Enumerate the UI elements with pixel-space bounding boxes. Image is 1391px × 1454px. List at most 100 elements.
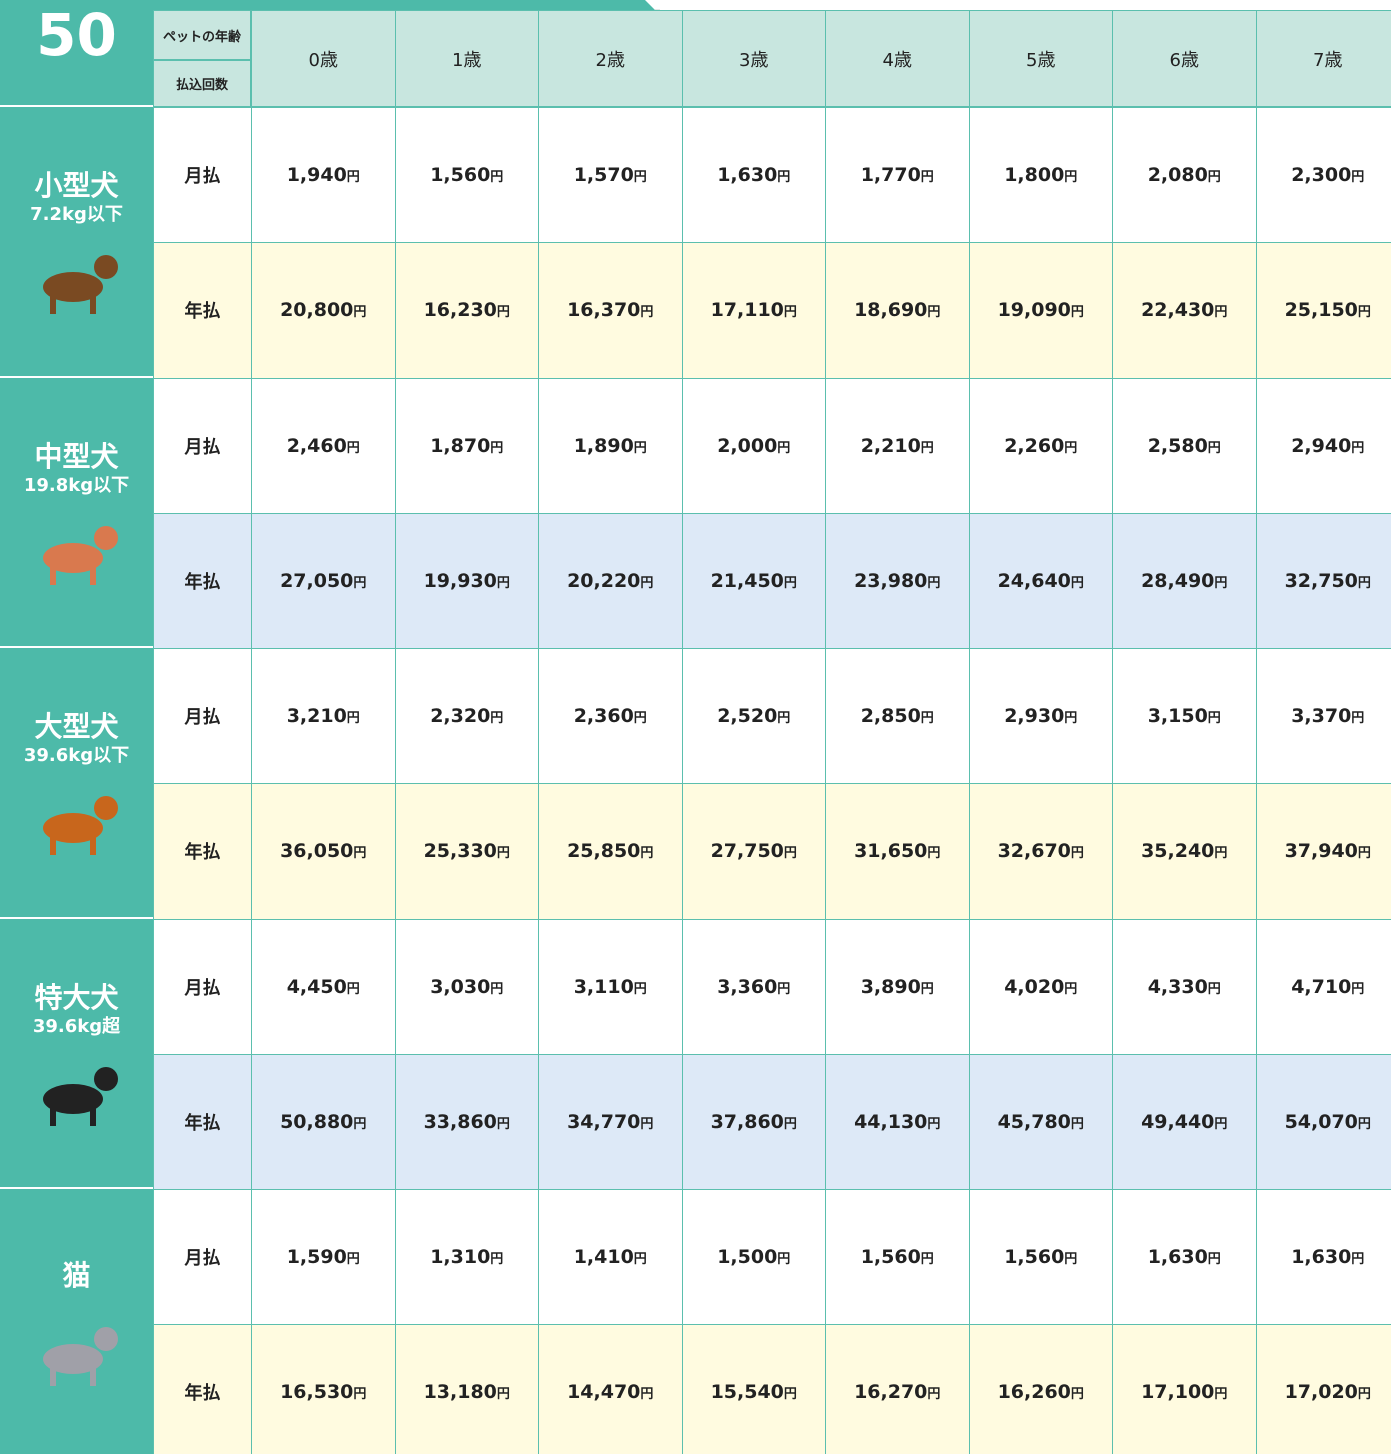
price: 20,800円: [280, 299, 366, 321]
price-unit: 円: [927, 576, 940, 591]
price-value: 1,770: [861, 164, 921, 186]
price-cell: 2,520円: [682, 648, 827, 784]
price-cell: 2,080円: [1112, 107, 1257, 243]
price-value: 22,430: [1141, 299, 1214, 321]
price: 21,450円: [711, 570, 797, 592]
price-unit: 円: [497, 576, 510, 591]
price: 16,230円: [424, 299, 510, 321]
price-unit: 円: [921, 1252, 934, 1267]
price-cell: 16,260円: [969, 1324, 1114, 1454]
age-header: 2歳: [538, 10, 683, 107]
price: 28,490円: [1141, 570, 1227, 592]
price: 2,360円: [574, 705, 647, 727]
price-unit: 円: [1071, 305, 1084, 320]
age-header: 3歳: [682, 10, 827, 107]
price-value: 16,530: [280, 1381, 353, 1403]
price-cell: 31,650円: [825, 783, 970, 919]
payment-label: 払込回数: [153, 60, 251, 107]
price: 19,930円: [424, 570, 510, 592]
price-cell: 2,930円: [969, 648, 1114, 784]
price-value: 20,800: [280, 299, 353, 321]
price: 4,020円: [1004, 976, 1077, 998]
price-value: 37,860: [711, 1111, 784, 1133]
price-unit: 円: [777, 441, 790, 456]
price-unit: 円: [927, 1117, 940, 1132]
payment-type: 年払: [153, 1324, 252, 1454]
payment-type: 月払: [153, 107, 252, 243]
price-cell: 32,670円: [969, 783, 1114, 919]
price: 33,860円: [424, 1111, 510, 1133]
price-unit: 円: [921, 170, 934, 185]
price-unit: 円: [1071, 1117, 1084, 1132]
price: 2,940円: [1291, 435, 1364, 457]
price-value: 1,500: [717, 1246, 777, 1268]
price-cell: 37,940円: [1256, 783, 1391, 919]
price: 27,750円: [711, 840, 797, 862]
species-name: 特大犬: [0, 981, 153, 1015]
price-unit: 円: [1214, 1387, 1227, 1402]
price-cell: 34,770円: [538, 1054, 683, 1190]
price: 37,940円: [1285, 840, 1371, 862]
pet-icon: [28, 1054, 128, 1134]
price-cell: 4,710円: [1256, 919, 1391, 1055]
price: 1,630円: [717, 164, 790, 186]
price: 34,770円: [567, 1111, 653, 1133]
price-value: 36,050: [280, 840, 353, 862]
price-unit: 円: [353, 846, 366, 861]
price-unit: 円: [1214, 576, 1227, 591]
price-cell: 16,370円: [538, 242, 683, 378]
price-value: 21,450: [711, 570, 784, 592]
payment-type: 月払: [153, 919, 252, 1055]
price: 2,930円: [1004, 705, 1077, 727]
price-cell: 1,870円: [395, 378, 540, 514]
price-unit: 円: [640, 576, 653, 591]
price-value: 3,030: [430, 976, 490, 998]
price-cell: 3,110円: [538, 919, 683, 1055]
price-value: 35,240: [1141, 840, 1214, 862]
price: 2,320円: [430, 705, 503, 727]
price-cell: 16,530円: [251, 1324, 396, 1454]
species-info: 小型犬7.2kg以下: [0, 169, 153, 227]
price-value: 16,230: [424, 299, 497, 321]
price-cell: 25,850円: [538, 783, 683, 919]
price-cell: 19,930円: [395, 513, 540, 649]
pet-icon: [28, 242, 128, 322]
species-cell: 猫: [0, 1189, 153, 1454]
price-value: 34,770: [567, 1111, 640, 1133]
price-unit: 円: [777, 711, 790, 726]
price-cell: 1,800円: [969, 107, 1114, 243]
price-value: 1,800: [1004, 164, 1064, 186]
price: 4,330円: [1148, 976, 1221, 998]
price: 2,580円: [1148, 435, 1221, 457]
price-cell: 50,880円: [251, 1054, 396, 1190]
price-value: 2,360: [574, 705, 634, 727]
price-cell: 20,220円: [538, 513, 683, 649]
price-cell: 33,860円: [395, 1054, 540, 1190]
species-name: 猫: [0, 1259, 153, 1293]
species-weight: 19.8kg以下: [0, 474, 153, 498]
price-value: 2,460: [287, 435, 347, 457]
price-unit: 円: [640, 1117, 653, 1132]
price-cell: 32,750円: [1256, 513, 1391, 649]
price: 19,090円: [998, 299, 1084, 321]
price-cell: 1,630円: [1256, 1189, 1391, 1325]
age-header: 6歳: [1112, 10, 1257, 107]
price-unit: 円: [1214, 1117, 1227, 1132]
price-value: 2,300: [1291, 164, 1351, 186]
price-value: 14,470: [567, 1381, 640, 1403]
price-cell: 16,230円: [395, 242, 540, 378]
price-unit: 円: [490, 441, 503, 456]
price: 1,590円: [287, 1246, 360, 1268]
price-unit: 円: [1064, 170, 1077, 185]
price-cell: 1,630円: [682, 107, 827, 243]
pet-icon: [28, 1314, 128, 1394]
price-unit: 円: [497, 305, 510, 320]
price: 3,890円: [861, 976, 934, 998]
price: 3,030円: [430, 976, 503, 998]
price-unit: 円: [1208, 982, 1221, 997]
price-cell: 3,210円: [251, 648, 396, 784]
age-header: 7歳: [1256, 10, 1391, 107]
price-value: 3,370: [1291, 705, 1351, 727]
price-unit: 円: [1358, 305, 1371, 320]
